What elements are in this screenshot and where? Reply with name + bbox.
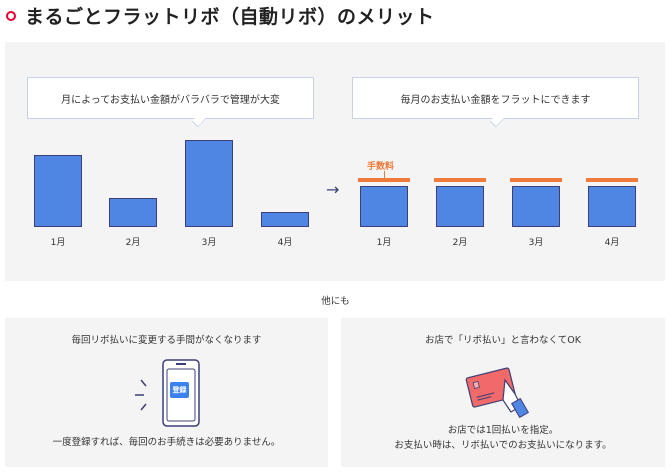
card1-title: 毎回リボ払いに変更する手間がなくなります [71,335,262,346]
bar-month-4 [261,212,309,227]
others-label: 他にも [321,296,350,307]
flat-bar-2 [436,186,484,227]
fee-label: 手数料 [367,162,395,172]
month-label: 3月 [528,238,544,248]
card2-title: お店で「リボ払い」と言わなくてOK [425,335,581,346]
month-label: 3月 [201,238,217,248]
fee-pointer [384,171,385,178]
bar-month-1 [34,155,82,227]
page-title: まるごとフラットリボ（自動リボ）のメリット [6,2,435,29]
flat-bar-1 [360,186,408,227]
credit-card-hand-icon [465,367,530,419]
register-button-illustration: 登録 [170,382,189,398]
card1-text: 一度登録すれば、毎回のお手続きは必要ありません。 [52,437,281,448]
fee-line [434,178,486,182]
bar-month-3 [185,140,233,227]
title-text: まるごとフラットリボ（自動リボ）のメリット [25,6,435,28]
ring-icon [6,10,16,21]
card2-text-2: お支払い時は、リボ払いでのお支払いになります。 [394,440,612,451]
month-label: 2月 [125,238,141,248]
flat-bar-4 [588,186,636,227]
left-bubble-text: 月によってお支払い金額がバラバラで管理が大変 [61,94,280,106]
month-label: 2月 [452,238,468,248]
fee-line [510,178,562,182]
card-no-request: お店で「リボ払い」と言わなくてOK お店では1回払いを指定。 お支払い時は、リボ… [341,318,665,467]
month-label: 4月 [604,238,620,248]
card2-text-1: お店では1回払いを指定。 [447,425,559,436]
bar-month-2 [109,198,157,227]
month-label: 1月 [376,238,392,248]
fee-line [358,178,410,182]
month-label: 4月 [277,238,293,248]
right-bubble-text: 毎月のお支払い金額をフラットにできます [400,94,591,106]
fee-line [586,178,638,182]
card-auto-change: 毎回リボ払いに変更する手間がなくなります 登録 一度登録すれば、毎回のお手続きは… [5,318,328,467]
arrow-right-icon: → [326,180,340,199]
smartphone-icon [135,359,200,427]
right-bubble: 毎月のお支払い金額をフラットにできます [352,77,639,128]
flat-bar-3 [512,186,560,227]
month-label: 1月 [50,238,66,248]
left-bubble: 月によってお支払い金額がバラバラで管理が大変 [27,77,314,128]
